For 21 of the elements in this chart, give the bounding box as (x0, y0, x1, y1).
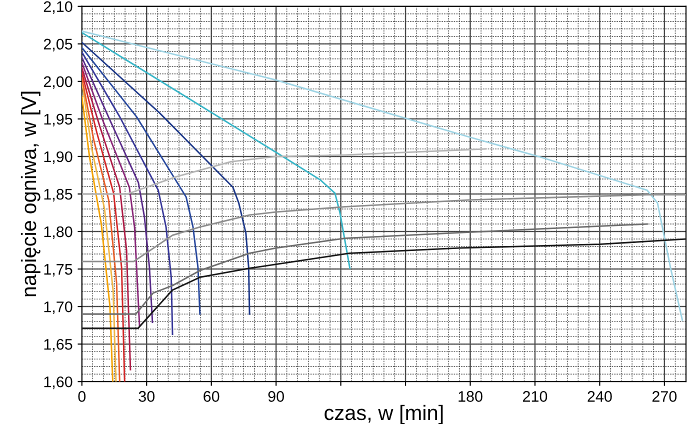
y-tick-label: 2,00 (44, 76, 72, 89)
y-tick-label: 1,70 (44, 301, 72, 314)
y-tick-label: 1,85 (44, 188, 72, 202)
y-tick-label: 2,10 (44, 1, 72, 14)
y-tick-label: 2,05 (44, 38, 72, 52)
x-tick-label: 90 (268, 391, 284, 402)
x-tick-label: 30 (138, 391, 155, 402)
y-tick-label: 1,65 (44, 338, 72, 352)
y-tick-label: 1,75 (44, 264, 72, 277)
y-tick-label: 1,80 (44, 226, 72, 239)
x-tick-label: 0 (78, 391, 86, 402)
y-tick-label: 1,60 (44, 376, 72, 390)
x-tick-label: 270 (652, 391, 677, 402)
x-tick-label: 210 (523, 391, 548, 402)
y-tick-label: 1,95 (44, 114, 72, 126)
x-axis-title: czas, w [min] (324, 404, 443, 424)
y-tick-label: 1,90 (44, 151, 72, 164)
y-axis-title: napięcie ogniwa, w [V] (20, 92, 40, 296)
x-tick-label: 180 (458, 391, 482, 402)
x-tick-label: 240 (588, 391, 612, 402)
x-tick-label: 60 (204, 391, 220, 402)
